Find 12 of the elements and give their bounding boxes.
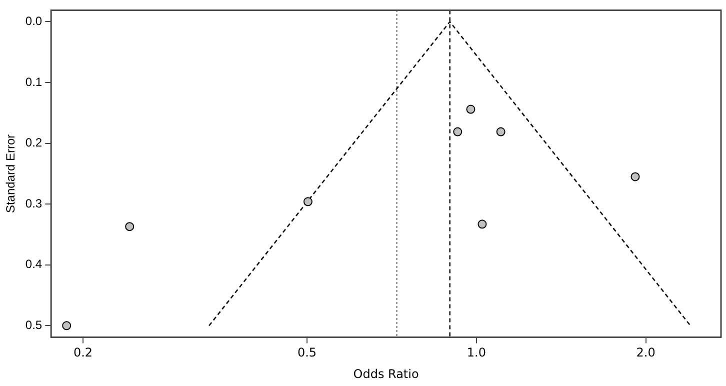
y-tick-label: 0.1	[25, 74, 42, 89]
x-tick-label: 0.5	[297, 346, 317, 360]
x-tick-label: 2.0	[636, 346, 656, 360]
y-axis-title: Standard Error	[4, 134, 18, 214]
x-tick-label: 1.0	[466, 346, 486, 360]
y-tick-label: 0.3	[25, 196, 42, 210]
y-tick-label: 0.4	[25, 257, 42, 272]
y-tick-label: 0.2	[25, 136, 42, 150]
y-tick-label: 0.0	[25, 14, 42, 28]
x-tick-label: 0.2	[73, 346, 93, 360]
y-tick-label: 0.5	[25, 318, 42, 332]
x-axis-title: Odds Ratio	[353, 366, 419, 381]
